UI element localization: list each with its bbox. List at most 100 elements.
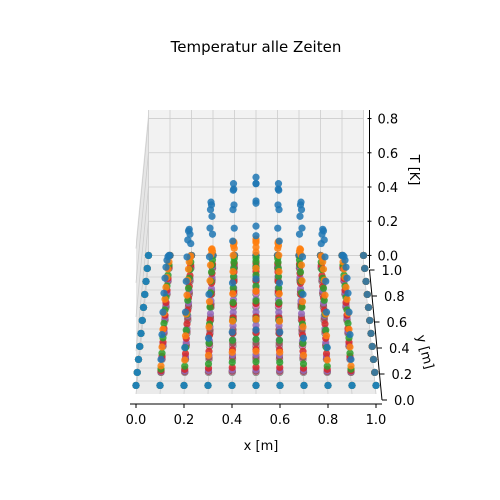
- x-tick-label: 1.0: [366, 413, 387, 428]
- y-tick-label: 0.0: [394, 394, 415, 409]
- data-point: [343, 295, 351, 303]
- data-point: [205, 298, 214, 306]
- data-point: [368, 342, 376, 351]
- data-point: [297, 206, 306, 214]
- data-point: [324, 381, 332, 390]
- data-point: [158, 330, 166, 339]
- data-point: [300, 381, 308, 390]
- data-point: [363, 290, 371, 299]
- x-tick-label: 0.0: [126, 413, 147, 428]
- data-point: [134, 355, 143, 364]
- data-point: [161, 295, 169, 303]
- data-point: [142, 277, 150, 286]
- data-point: [344, 319, 352, 327]
- data-point: [204, 334, 213, 342]
- data-point: [182, 277, 190, 285]
- data-point: [156, 381, 164, 390]
- data-point: [321, 253, 329, 261]
- side-grid-line-z: [135, 118, 149, 249]
- data-point: [323, 343, 331, 352]
- data-point: [359, 251, 368, 260]
- data-point: [362, 277, 370, 286]
- y-axis-ticks: 0.0 0.2 0.4 0.6 0.8 1.0: [369, 264, 415, 409]
- data-point: [160, 289, 168, 297]
- data-point: [228, 328, 236, 336]
- y-axis-label: y [m]: [413, 333, 436, 370]
- data-point: [299, 290, 307, 298]
- data-point: [276, 363, 284, 372]
- data-point: [162, 283, 170, 291]
- data-point: [228, 279, 237, 287]
- data-point: [230, 258, 238, 266]
- data-point: [183, 320, 191, 328]
- data-point: [204, 360, 213, 368]
- z-axis-label: T [K]: [406, 154, 421, 186]
- data-point: [183, 253, 191, 261]
- data-point: [321, 291, 329, 299]
- data-point: [297, 198, 305, 206]
- data-point: [275, 186, 283, 194]
- data-point: [274, 180, 283, 188]
- data-point: [322, 326, 330, 334]
- data-point: [364, 303, 373, 312]
- data-point: [252, 222, 260, 230]
- data-point: [181, 362, 189, 370]
- data-point: [228, 381, 236, 390]
- side-grid-line-z: [135, 186, 149, 318]
- data-point: [275, 267, 283, 276]
- data-point: [275, 290, 283, 298]
- data-point: [274, 224, 282, 232]
- data-points: [132, 173, 380, 390]
- data-point: [319, 227, 328, 235]
- data-point: [181, 343, 189, 352]
- data-point: [252, 347, 260, 355]
- data-point: [371, 368, 379, 377]
- data-point: [252, 363, 260, 371]
- data-point: [208, 212, 216, 220]
- data-point: [205, 323, 213, 331]
- data-point: [275, 251, 283, 259]
- data-point: [184, 284, 193, 292]
- data-point: [361, 264, 369, 273]
- data-point: [205, 290, 213, 298]
- data-point: [132, 381, 140, 390]
- data-point: [229, 186, 237, 194]
- data-point: [181, 349, 190, 358]
- data-point: [157, 362, 165, 370]
- data-point: [299, 360, 308, 368]
- data-point: [276, 381, 284, 390]
- data-point: [162, 263, 170, 271]
- data-point: [275, 206, 283, 214]
- data-point: [204, 381, 212, 390]
- z-tick-label: 0.6: [378, 147, 399, 162]
- y-tick-label: 1.0: [382, 264, 403, 279]
- data-point: [298, 303, 306, 311]
- data-point: [319, 265, 328, 273]
- y-axis-line: [369, 269, 383, 401]
- data-point: [252, 264, 260, 272]
- data-point: [138, 316, 146, 325]
- data-point: [252, 315, 260, 323]
- data-point: [229, 251, 237, 259]
- data-point: [228, 358, 236, 366]
- data-point: [252, 248, 260, 256]
- data-point: [229, 180, 238, 188]
- data-point: [136, 342, 144, 351]
- data-point: [344, 289, 352, 297]
- data-point: [322, 308, 331, 316]
- data-point: [229, 308, 237, 316]
- data-point: [322, 349, 331, 358]
- data-point: [228, 348, 236, 356]
- y-tick-label: 0.8: [384, 290, 405, 305]
- data-point: [295, 230, 304, 238]
- data-point: [296, 268, 305, 276]
- data-point: [206, 303, 214, 311]
- data-point: [144, 251, 153, 260]
- data-point: [184, 236, 192, 244]
- data-point: [181, 308, 190, 316]
- data-point: [252, 287, 260, 295]
- data-point: [322, 332, 331, 340]
- data-point: [347, 362, 355, 370]
- x-axis-label: x [m]: [244, 439, 279, 454]
- y-tick-label: 0.4: [389, 342, 410, 357]
